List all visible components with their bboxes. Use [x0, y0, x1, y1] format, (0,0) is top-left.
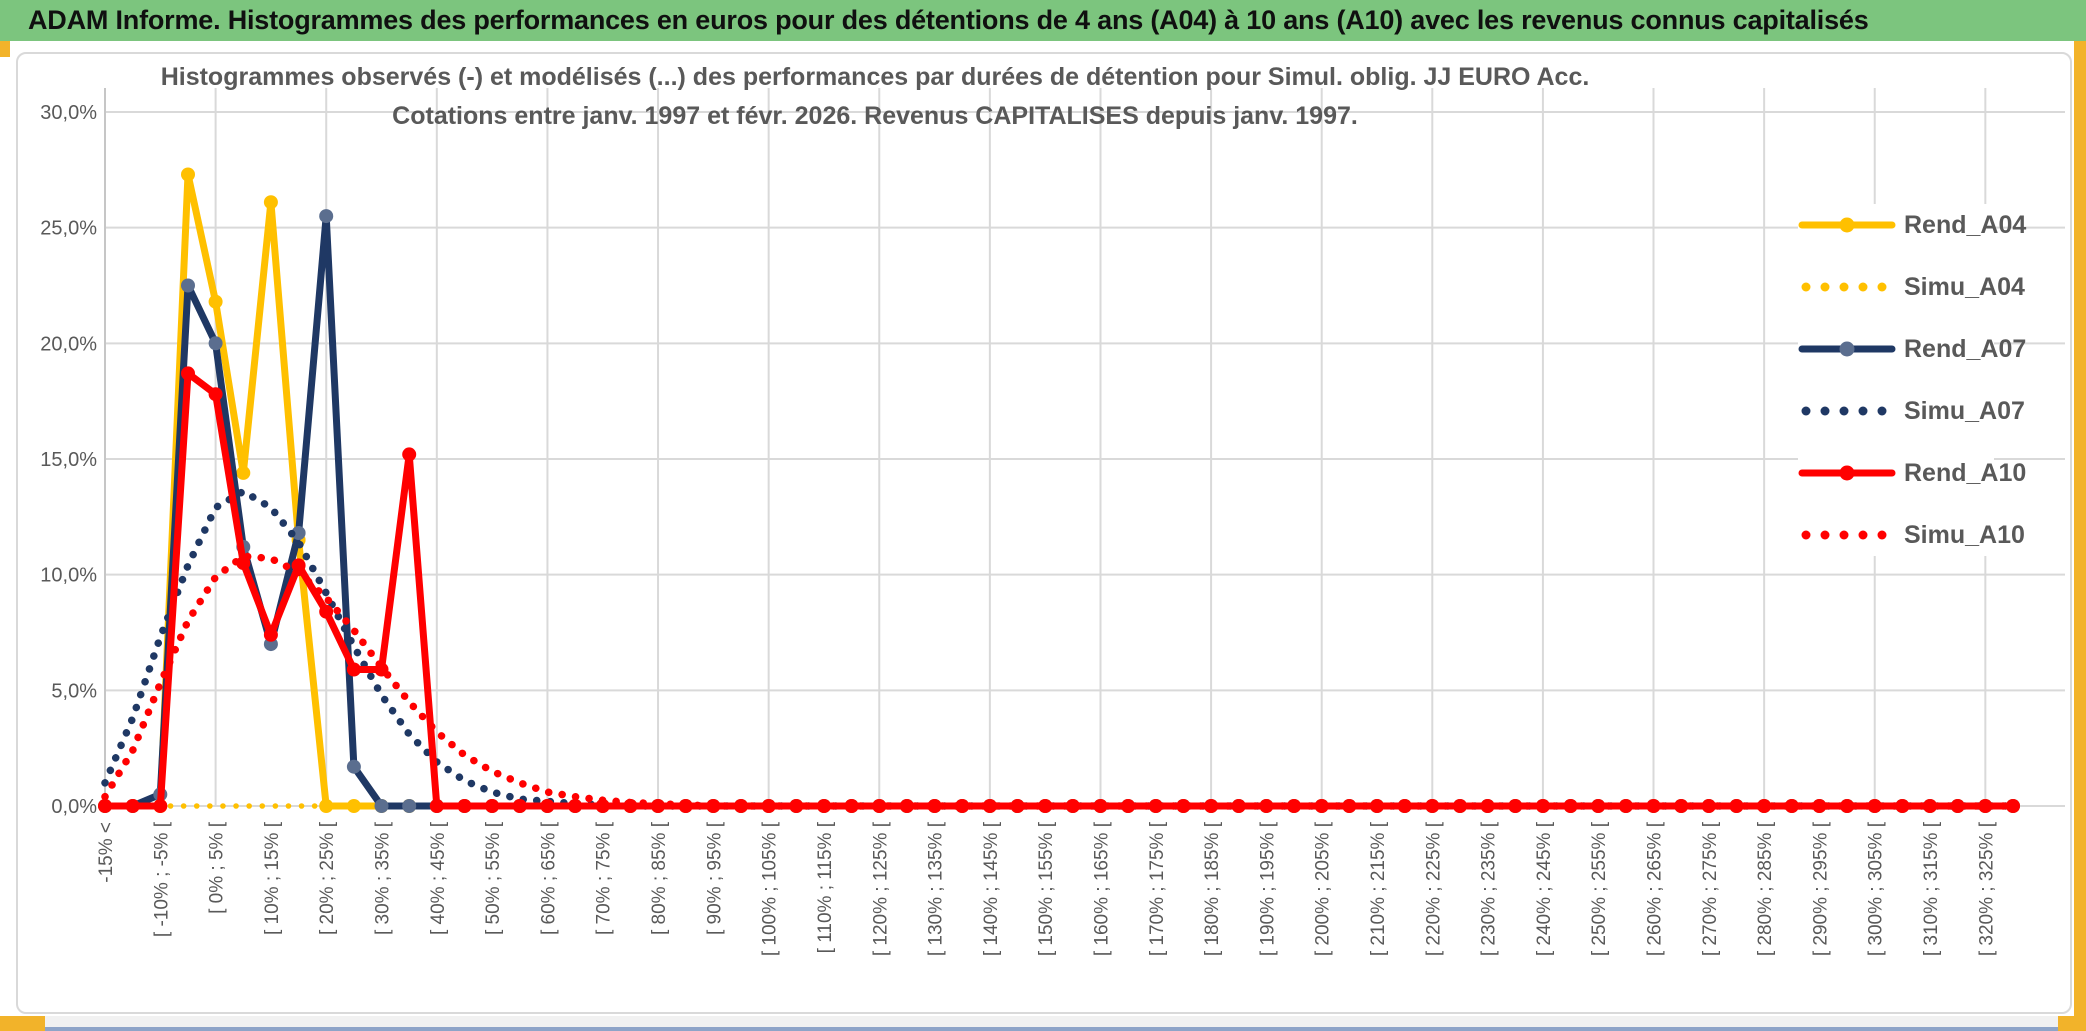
svg-text:15,0%: 15,0% [40, 449, 97, 471]
legend-item-rend-a04[interactable]: Rend_A04 [1798, 208, 2026, 242]
simu-a10-dotted-sample-icon [1801, 530, 1887, 540]
series-Rend_A10[interactable] [98, 366, 2020, 813]
series-Rend_A04[interactable] [98, 167, 2020, 814]
rend-a10-line-sample-icon [1798, 465, 1896, 481]
svg-text:10,0%: 10,0% [40, 565, 97, 587]
svg-text:[ 90% ; 95% [: [ 90% ; 95% [ [704, 821, 725, 935]
svg-text:[ 100% ; 105% [: [ 100% ; 105% [ [760, 821, 781, 956]
series-Rend_A07[interactable] [98, 209, 2020, 813]
svg-text:[ 300% ; 305% [: [ 300% ; 305% [ [1866, 821, 1887, 956]
svg-text:30,0%: 30,0% [40, 102, 97, 124]
svg-text:[ 10% ; 15% [: [ 10% ; 15% [ [262, 821, 283, 935]
svg-text:[ 80% ; 85% [: [ 80% ; 85% [ [649, 821, 670, 935]
legend-item-simu-a04[interactable]: Simu_A04 [1798, 270, 2025, 304]
simu-a04-dotted-sample-icon [1801, 282, 1887, 292]
svg-text:[ 50% ; 55% [: [ 50% ; 55% [ [483, 821, 504, 935]
series-Simu_A10[interactable] [101, 552, 2017, 810]
header-bar: ADAM Informe. Histogrammes des performan… [0, 0, 2086, 41]
svg-text:[ 170% ; 175% [: [ 170% ; 175% [ [1147, 821, 1168, 956]
svg-text:[ 230% ; 235% [: [ 230% ; 235% [ [1479, 821, 1500, 956]
svg-text:[ 290% ; 295% [: [ 290% ; 295% [ [1810, 821, 1831, 956]
svg-text:[ 40% ; 45% [: [ 40% ; 45% [ [428, 821, 449, 935]
legend-label: Rend_A07 [1904, 334, 2027, 363]
svg-text:[ 220% ; 225% [: [ 220% ; 225% [ [1423, 821, 1444, 956]
svg-text:[ 240% ; 245% [: [ 240% ; 245% [ [1534, 821, 1555, 956]
svg-text:20,0%: 20,0% [40, 333, 97, 355]
chart-legend: Rend_A04 Simu_A04 Rend_A07 Simu_A07 Rend… [1798, 204, 2026, 556]
chart-title-line2: Cotations entre janv. 1997 et févr. 2026… [392, 102, 1358, 130]
svg-text:[ 130% ; 135% [: [ 130% ; 135% [ [926, 821, 947, 956]
svg-text:[ 200% ; 205% [: [ 200% ; 205% [ [1313, 821, 1334, 956]
svg-text:[ 180% ; 185% [: [ 180% ; 185% [ [1202, 821, 1223, 956]
rend-a07-line-sample-icon [1798, 341, 1896, 357]
legend-label: Simu_A07 [1904, 396, 2025, 425]
gridlines [104, 88, 2065, 807]
svg-text:[ 150% ; 155% [: [ 150% ; 155% [ [1036, 821, 1057, 956]
legend-label: Rend_A04 [1904, 210, 2027, 239]
svg-text:[ 60% ; 65% [: [ 60% ; 65% [ [538, 821, 559, 935]
svg-text:[ 270% ; 275% [: [ 270% ; 275% [ [1700, 821, 1721, 956]
bottom-left-accent [0, 1016, 45, 1031]
svg-text:0,0%: 0,0% [51, 796, 97, 818]
svg-text:[ 20% ; 25% [: [ 20% ; 25% [ [317, 821, 338, 935]
chart-title-line1: Histogrammes observés (-) et modélisés (… [160, 63, 1590, 91]
left-edge-accent [0, 41, 10, 57]
svg-text:[ 0% ; 5% [: [ 0% ; 5% [ [207, 821, 228, 914]
simu-a07-dotted-sample-icon [1801, 406, 1887, 416]
svg-text:-15% <: -15% < [96, 822, 117, 883]
rend-a04-line-sample-icon [1798, 217, 1896, 233]
svg-text:[ 250% ; 255% [: [ 250% ; 255% [ [1589, 821, 1610, 956]
svg-text:[ 190% ; 195% [: [ 190% ; 195% [ [1257, 821, 1278, 956]
svg-text:[ 210% ; 215% [: [ 210% ; 215% [ [1368, 821, 1389, 956]
x-axis-labels: -15% < [ -10% ; -5% [ [ 0% ; 5% [ [ 10% ; 1… [96, 821, 1997, 956]
svg-text:[ -10% ; -5% [: [ -10% ; -5% [ [151, 821, 172, 937]
legend-label: Rend_A10 [1904, 458, 2027, 487]
svg-text:[ 320% ; 325% [: [ 320% ; 325% [ [1976, 821, 1997, 956]
legend-item-simu-a10[interactable]: Simu_A10 [1798, 518, 2025, 552]
y-axis-labels: 0,0% 5,0% 10,0% 15,0% 20,0% 25,0% 30,0% [40, 102, 97, 818]
bottom-right-accent [2058, 1016, 2086, 1031]
svg-text:[ 120% ; 125% [: [ 120% ; 125% [ [870, 821, 891, 956]
legend-item-simu-a07[interactable]: Simu_A07 [1798, 394, 2025, 428]
legend-item-rend-a10[interactable]: Rend_A10 [1798, 456, 2026, 490]
right-edge-accent [2074, 41, 2086, 1031]
svg-text:[ 260% ; 265% [: [ 260% ; 265% [ [1645, 821, 1666, 956]
legend-item-rend-a07[interactable]: Rend_A07 [1798, 332, 2026, 366]
svg-text:25,0%: 25,0% [40, 218, 97, 240]
series-Simu_A07[interactable] [101, 487, 2017, 810]
svg-text:[ 160% ; 165% [: [ 160% ; 165% [ [1091, 821, 1112, 956]
svg-text:[ 280% ; 285% [: [ 280% ; 285% [ [1755, 821, 1776, 956]
bottom-scrollbar-edge[interactable] [0, 1027, 2086, 1031]
svg-text:[ 310% ; 315% [: [ 310% ; 315% [ [1921, 821, 1942, 956]
page-title: ADAM Informe. Histogrammes des performan… [28, 5, 1869, 35]
legend-label: Simu_A04 [1904, 272, 2025, 301]
chart-frame[interactable] [16, 52, 2072, 1014]
svg-text:[ 30% ; 35% [: [ 30% ; 35% [ [373, 821, 394, 935]
svg-text:[ 70% ; 75% [: [ 70% ; 75% [ [594, 821, 615, 935]
svg-text:[ 140% ; 145% [: [ 140% ; 145% [ [981, 821, 1002, 956]
chart-title: Histogrammes observés (-) et modélisés (… [150, 58, 1600, 136]
legend-label: Simu_A10 [1904, 520, 2025, 549]
svg-text:[ 110% ; 115% [: [ 110% ; 115% [ [815, 821, 836, 953]
svg-text:5,0%: 5,0% [51, 680, 97, 702]
